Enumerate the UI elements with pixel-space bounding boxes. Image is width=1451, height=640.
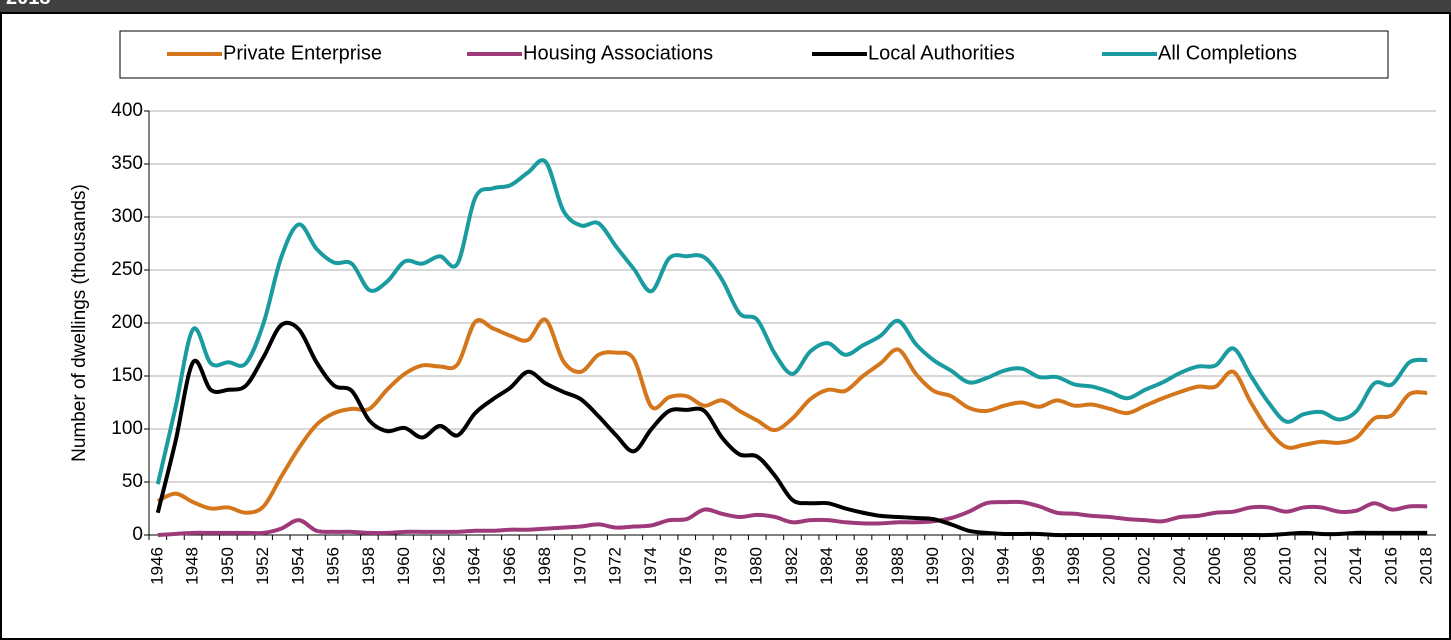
y-tick-label: 50 — [122, 471, 143, 492]
x-tick-label: 1970 — [570, 547, 589, 585]
series-line — [157, 499, 1428, 537]
legend — [119, 30, 1389, 79]
x-tick-label: 1974 — [641, 547, 660, 585]
x-tick-label: 2002 — [1135, 547, 1154, 585]
x-tick-label: 1976 — [676, 547, 695, 585]
x-tick-label: 2004 — [1170, 547, 1189, 585]
x-tick-label: 1982 — [782, 547, 801, 585]
x-tick-label: 1948 — [183, 547, 202, 585]
x-tick-label: 1964 — [465, 547, 484, 585]
x-tick-label: 1994 — [994, 547, 1013, 585]
y-tick-label: 0 — [132, 524, 143, 545]
legend-label: Local Authorities — [868, 42, 1015, 64]
header-bar — [0, 0, 1451, 13]
x-tick-label: 1988 — [888, 547, 907, 585]
x-tick-label: 2008 — [1240, 547, 1259, 585]
series-line — [156, 317, 1428, 515]
series-line — [155, 320, 1428, 538]
x-tick-label: 1956 — [324, 547, 343, 585]
y-tick-label: 100 — [111, 418, 143, 439]
x-tick-label: 1960 — [394, 547, 413, 585]
y-tick-label: 300 — [111, 206, 143, 227]
x-tick-label: 2012 — [1311, 547, 1330, 585]
x-tick-label: 2018 — [1417, 547, 1436, 585]
y-tick-label: 400 — [111, 100, 143, 121]
x-tick-label: 2006 — [1205, 547, 1224, 585]
y-tick-label: 350 — [111, 153, 143, 174]
x-tick-label: 1966 — [500, 547, 519, 585]
x-tick-label: 2010 — [1276, 547, 1295, 585]
x-tick-label: 1992 — [958, 547, 977, 585]
x-tick-label: 1946 — [147, 547, 166, 585]
legend-label: Housing Associations — [523, 42, 713, 64]
x-tick-label: 1968 — [535, 547, 554, 585]
frame — [0, 12, 1451, 640]
x-tick-label: 1984 — [817, 547, 836, 585]
x-tick-label: 1958 — [359, 547, 378, 585]
x-tick-label: 1972 — [606, 547, 625, 585]
x-tick-label: 1980 — [747, 547, 766, 585]
x-tick-label: 1990 — [923, 547, 942, 585]
series-line — [155, 158, 1428, 485]
legend-label: Private Enterprise — [223, 42, 382, 64]
x-tick-label: 2016 — [1381, 547, 1400, 585]
x-tick-label: 2014 — [1346, 547, 1365, 585]
x-tick-label: 1952 — [253, 547, 272, 585]
y-axis-title: Number of dwellings (thousands) — [69, 184, 90, 462]
x-tick-label: 1996 — [1029, 547, 1048, 585]
x-tick-label: 1950 — [218, 547, 237, 585]
x-tick-label: 1962 — [429, 547, 448, 585]
x-tick-label: 2000 — [1099, 547, 1118, 585]
y-tick-label: 250 — [111, 259, 143, 280]
legend-label: All Completions — [1158, 42, 1297, 64]
header-title: 2018 — [6, 0, 51, 9]
x-tick-label: 1998 — [1064, 547, 1083, 585]
y-tick-label: 200 — [111, 312, 143, 333]
y-tick-label: 150 — [111, 365, 143, 386]
x-tick-label: 1986 — [853, 547, 872, 585]
x-tick-label: 1978 — [711, 547, 730, 585]
x-tick-label: 1954 — [288, 547, 307, 585]
